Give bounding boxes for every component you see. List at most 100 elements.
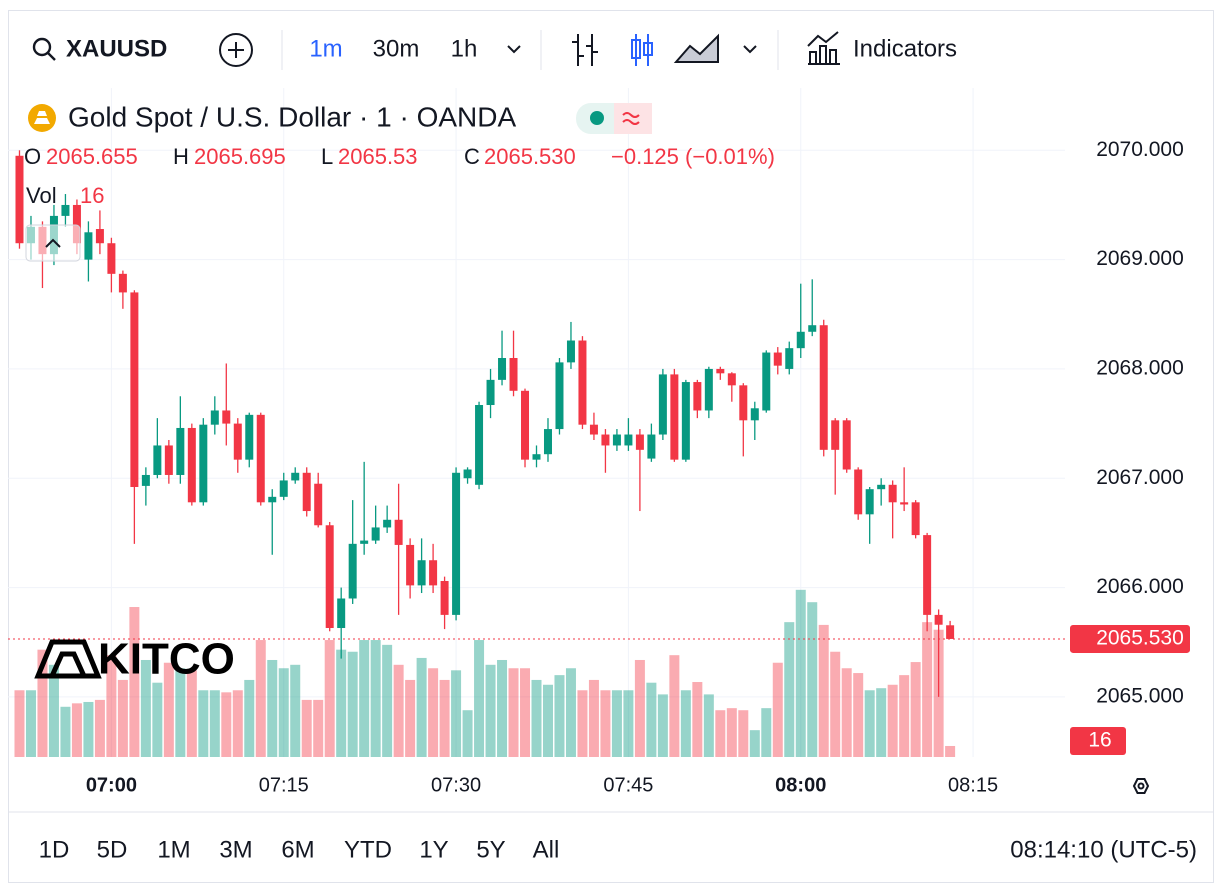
volume-tag [1070,727,1126,755]
candle-body [693,382,702,411]
collapse-button[interactable] [25,224,81,262]
candle-body [233,423,242,460]
candle-body [946,625,955,639]
candle-body [417,560,426,586]
volume-bar [347,651,358,757]
range-button[interactable]: 6M [281,836,314,863]
volume-bar [221,692,232,757]
candle-body [727,373,736,386]
volume-bar [209,690,220,757]
volume-bar [163,662,174,757]
candle-body [486,379,495,406]
volume-bar [359,640,370,757]
volume-bar [669,655,680,757]
widget-frame [8,10,1214,883]
range-button[interactable]: All [533,836,560,863]
chart-title: Gold Spot / U.S. Dollar · 1 · OANDA [68,101,516,132]
interval-button[interactable]: 1h [451,35,478,62]
range-button[interactable]: 3M [219,836,252,863]
volume-bar [106,655,117,757]
status-dot [590,111,604,125]
volume-bar [715,710,726,757]
candle-body [314,483,323,526]
volume-bar [25,690,36,757]
candle-body [498,358,507,380]
candle-body [406,544,415,586]
candles-icon-body [643,42,653,56]
range-button[interactable]: 1D [39,836,70,863]
volume-bar [71,703,82,757]
interval-dropdown[interactable] [507,45,521,54]
volume-bar [899,675,910,757]
candle-body [61,204,70,216]
symbol[interactable]: XAUUSD [66,35,167,62]
candle-body [463,469,472,479]
price-tag-label: 2065.530 [1096,626,1184,649]
volume-bar [255,640,266,757]
interval-button[interactable]: 1m [309,35,342,62]
volume-bar [186,670,197,757]
volume-bar [818,624,829,757]
candle-body [130,292,139,487]
volume-bar [531,679,542,757]
candle-body [750,408,759,421]
x-tick-label: 08:15 [948,774,998,796]
candle-body [543,429,552,455]
range-button[interactable]: 5D [97,836,128,863]
ohlc-label: H [173,144,189,169]
candle-body [199,424,208,503]
x-tick-label: 08:00 [775,774,826,796]
candles-icon-body [631,39,641,59]
indicators-icon[interactable] [807,31,840,65]
bars-icon[interactable] [572,34,598,66]
candle-body [900,502,909,505]
search-icon[interactable] [32,37,52,57]
ohlc-value: 2065.655 [46,144,138,169]
volume-bar [749,730,760,757]
candle-body [429,560,438,586]
toolbar: XAUUSD 1m 30m 1h Indicators [32,30,957,70]
candle-body [222,410,231,424]
range-button[interactable]: 1M [157,836,190,863]
candle-body [452,472,461,615]
candle-body [95,229,104,244]
range-button[interactable]: 1Y [419,836,448,863]
candle-body [704,368,713,411]
compare-button[interactable] [219,33,253,67]
candle-body [658,374,667,435]
volume-label: Vol [26,183,57,208]
chart-type-dropdown[interactable] [743,45,757,54]
candle-body [325,525,334,629]
footer: 08:14:10 (UTC-5) 1D 5D 1M 3M 6M YTD 1Y 5Y All [39,836,1197,863]
volume-bar [152,682,163,757]
candle-body [15,155,24,244]
y-tick-label: 2066.000 [1096,575,1184,598]
volume-bar [14,690,25,757]
indicators-button[interactable]: Indicators [853,35,957,62]
volume-bar [175,668,186,757]
interval-button[interactable]: 30m [373,35,420,62]
x-tick-label: 07:15 [259,774,309,796]
area-icon[interactable] [673,33,719,63]
volume-bar [623,690,634,757]
candle-body [383,519,392,528]
candle-body [647,434,656,459]
volume-bar [784,622,795,757]
volume-bar [761,708,772,757]
candle-body [279,480,288,497]
volume-bar [336,649,347,757]
range-button[interactable]: YTD [344,836,392,863]
volume-bar [278,668,289,757]
kitco-logo [34,639,102,679]
candle-body [601,434,610,446]
volume-bar [945,745,956,757]
volume-bar [876,688,887,757]
delay-icon [622,112,640,125]
volume-bar [83,701,94,757]
settings-button[interactable] [1132,778,1150,794]
volume-bar [267,659,278,757]
collapse-icon [45,238,61,248]
range-button[interactable]: 5Y [476,836,505,863]
candle-body [888,484,897,503]
